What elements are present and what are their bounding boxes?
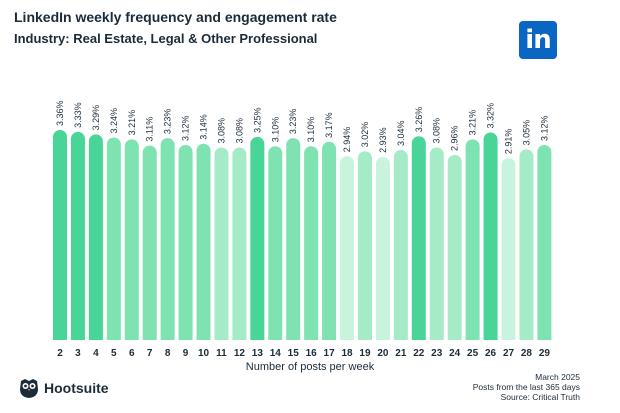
value-label-6: 3.21% <box>127 110 137 136</box>
bar-11 <box>214 147 229 340</box>
value-label-11: 3.08% <box>216 118 226 144</box>
x-tick-12: 12 <box>234 348 246 359</box>
x-tick-11: 11 <box>216 348 227 359</box>
bar-8 <box>160 138 175 340</box>
bar-22 <box>411 136 426 340</box>
x-tick-10: 10 <box>198 348 210 359</box>
x-tick-9: 9 <box>183 348 189 359</box>
x-tick-17: 17 <box>324 348 336 359</box>
x-tick-18: 18 <box>341 348 353 359</box>
x-tick-14: 14 <box>270 348 282 359</box>
footnote-date: March 2025 <box>535 372 580 382</box>
bar-27 <box>501 158 516 340</box>
value-label-28: 3.05% <box>521 120 531 146</box>
footnote-period: Posts from the last 365 days <box>472 382 580 392</box>
value-label-17: 3.17% <box>324 112 334 138</box>
bar-15 <box>286 138 301 340</box>
bar-14 <box>268 146 283 340</box>
bar-17 <box>322 141 337 340</box>
x-tick-6: 6 <box>129 348 135 359</box>
x-tick-22: 22 <box>413 348 425 359</box>
value-label-5: 3.24% <box>109 108 119 134</box>
bar-3 <box>70 131 85 340</box>
x-tick-27: 27 <box>503 348 515 359</box>
bar-2 <box>53 130 67 340</box>
value-label-26: 3.32% <box>486 103 496 129</box>
value-label-23: 3.08% <box>432 118 442 144</box>
bar-13 <box>250 136 265 340</box>
bar-19 <box>357 151 372 340</box>
value-label-24: 2.96% <box>450 125 460 151</box>
x-tick-8: 8 <box>165 348 171 359</box>
value-label-21: 3.04% <box>396 120 406 146</box>
x-tick-15: 15 <box>288 348 300 359</box>
bar-16 <box>304 146 319 340</box>
brand-name: Hootsuite <box>44 380 109 396</box>
value-label-19: 3.02% <box>360 122 370 148</box>
x-tick-20: 20 <box>377 348 389 359</box>
value-label-7: 3.11% <box>145 117 155 142</box>
x-tick-16: 16 <box>306 348 318 359</box>
chart-title: LinkedIn weekly frequency and engagement… <box>14 9 337 25</box>
value-label-3: 3.33% <box>73 102 83 128</box>
value-label-16: 3.10% <box>306 117 316 143</box>
bar-6 <box>124 139 139 340</box>
value-label-9: 3.12% <box>181 115 191 141</box>
value-label-29: 3.12% <box>539 115 549 141</box>
value-label-8: 3.23% <box>163 109 173 135</box>
value-label-22: 3.26% <box>414 107 424 133</box>
value-label-25: 3.21% <box>468 110 478 136</box>
value-label-15: 3.23% <box>288 109 298 135</box>
x-axis-label: Number of posts per week <box>245 361 375 373</box>
footnote-source: Source: Critical Truth <box>500 392 580 402</box>
x-tick-25: 25 <box>467 348 479 359</box>
value-label-13: 3.25% <box>252 107 262 133</box>
bar-20 <box>375 156 390 340</box>
bar-21 <box>393 150 408 340</box>
x-tick-13: 13 <box>252 348 264 359</box>
value-label-12: 3.08% <box>234 118 244 144</box>
value-label-18: 2.94% <box>342 127 352 153</box>
x-tick-26: 26 <box>485 348 497 359</box>
bar-24 <box>447 155 462 340</box>
x-tick-7: 7 <box>147 348 153 359</box>
bar-23 <box>429 147 444 340</box>
bar-28 <box>519 149 534 340</box>
value-label-4: 3.29% <box>91 105 101 131</box>
value-label-10: 3.14% <box>199 114 209 140</box>
bar-7 <box>142 145 157 340</box>
linkedin-logo-text: in <box>525 25 551 55</box>
bar-12 <box>232 147 247 340</box>
bar-26 <box>483 132 498 340</box>
owl-icon <box>20 379 38 398</box>
chart-footnote: March 2025 Posts from the last 365 days … <box>473 372 580 402</box>
bar-18 <box>340 156 355 340</box>
value-label-27: 2.91% <box>504 129 514 155</box>
x-tick-5: 5 <box>111 348 117 359</box>
value-label-14: 3.10% <box>270 117 280 143</box>
x-tick-23: 23 <box>431 348 443 359</box>
bar-5 <box>106 137 121 340</box>
bar-10 <box>196 143 211 340</box>
x-tick-24: 24 <box>449 348 461 359</box>
x-tick-28: 28 <box>521 348 533 359</box>
x-tick-29: 29 <box>539 348 551 359</box>
x-tick-19: 19 <box>359 348 371 359</box>
chart-subtitle: Industry: Real Estate, Legal & Other Pro… <box>14 31 318 46</box>
bar-4 <box>88 134 103 340</box>
x-tick-3: 3 <box>75 348 81 359</box>
value-label-20: 2.93% <box>378 127 388 153</box>
value-label-2: 3.36% <box>55 100 65 126</box>
x-tick-2: 2 <box>57 348 63 359</box>
x-tick-21: 21 <box>395 348 407 359</box>
linkedin-logo: in <box>519 21 557 59</box>
hootsuite-brand: Hootsuite <box>18 376 109 400</box>
x-tick-4: 4 <box>93 348 99 359</box>
bar-9 <box>178 145 193 340</box>
bar-29 <box>537 145 552 340</box>
bar-25 <box>465 139 480 340</box>
